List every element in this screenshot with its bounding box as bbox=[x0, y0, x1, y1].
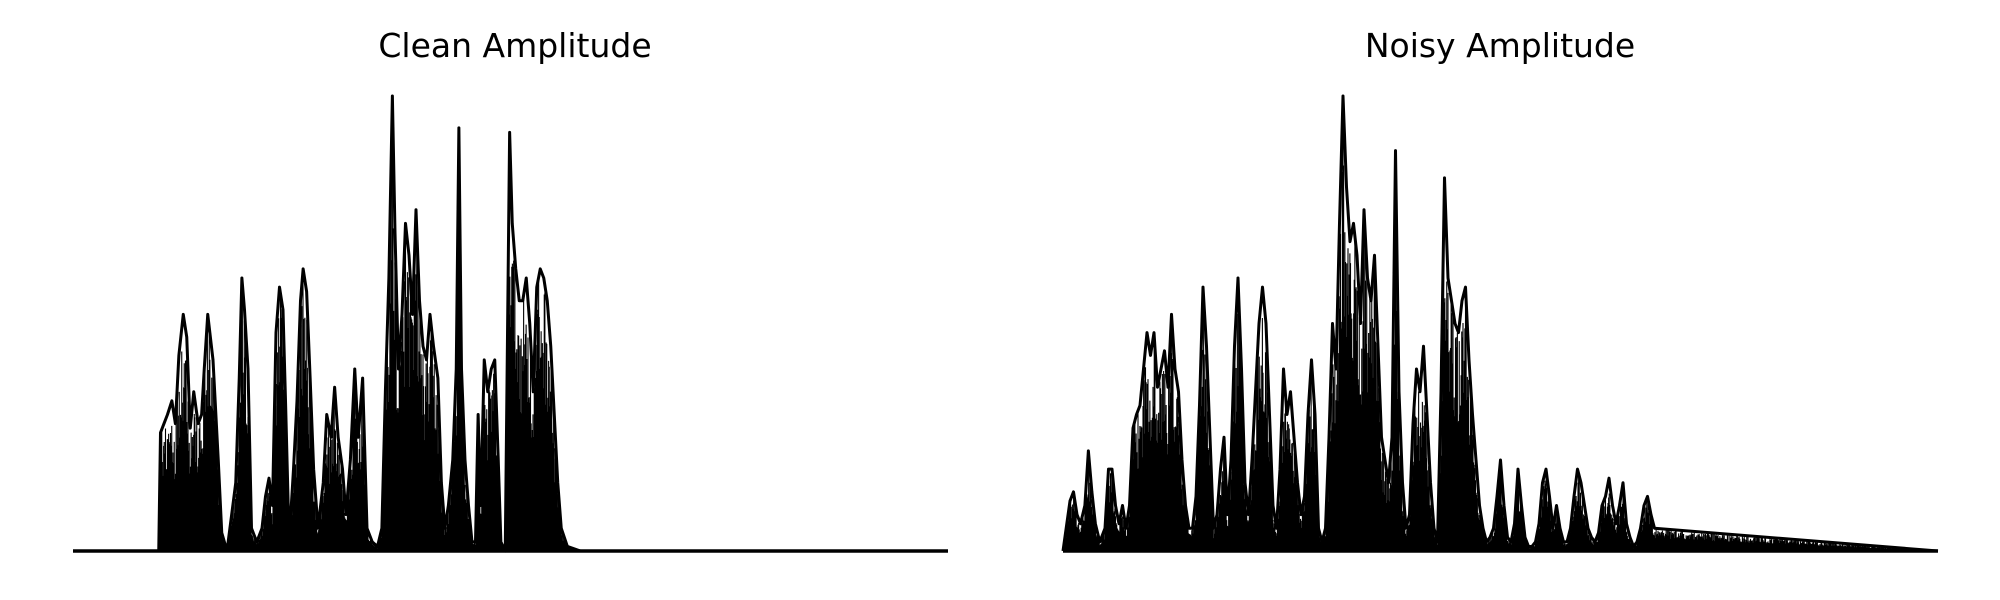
noisy-amplitude-envelope-line bbox=[1061, 94, 1939, 553]
clean-amplitude-plot bbox=[73, 94, 948, 553]
noisy-amplitude-plot bbox=[1061, 94, 1939, 553]
clean-waveform-fill bbox=[158, 111, 581, 551]
noisy-waveform-fill bbox=[1063, 116, 1938, 551]
noisy-amplitude-panel: Noisy Amplitude bbox=[1000, 0, 2000, 600]
clean-amplitude-envelope-line bbox=[73, 94, 948, 553]
clean-amplitude-panel: Clean Amplitude bbox=[73, 26, 948, 553]
clean-amplitude-title: Clean Amplitude bbox=[378, 26, 652, 65]
noisy-amplitude-title: Noisy Amplitude bbox=[1364, 26, 1636, 65]
